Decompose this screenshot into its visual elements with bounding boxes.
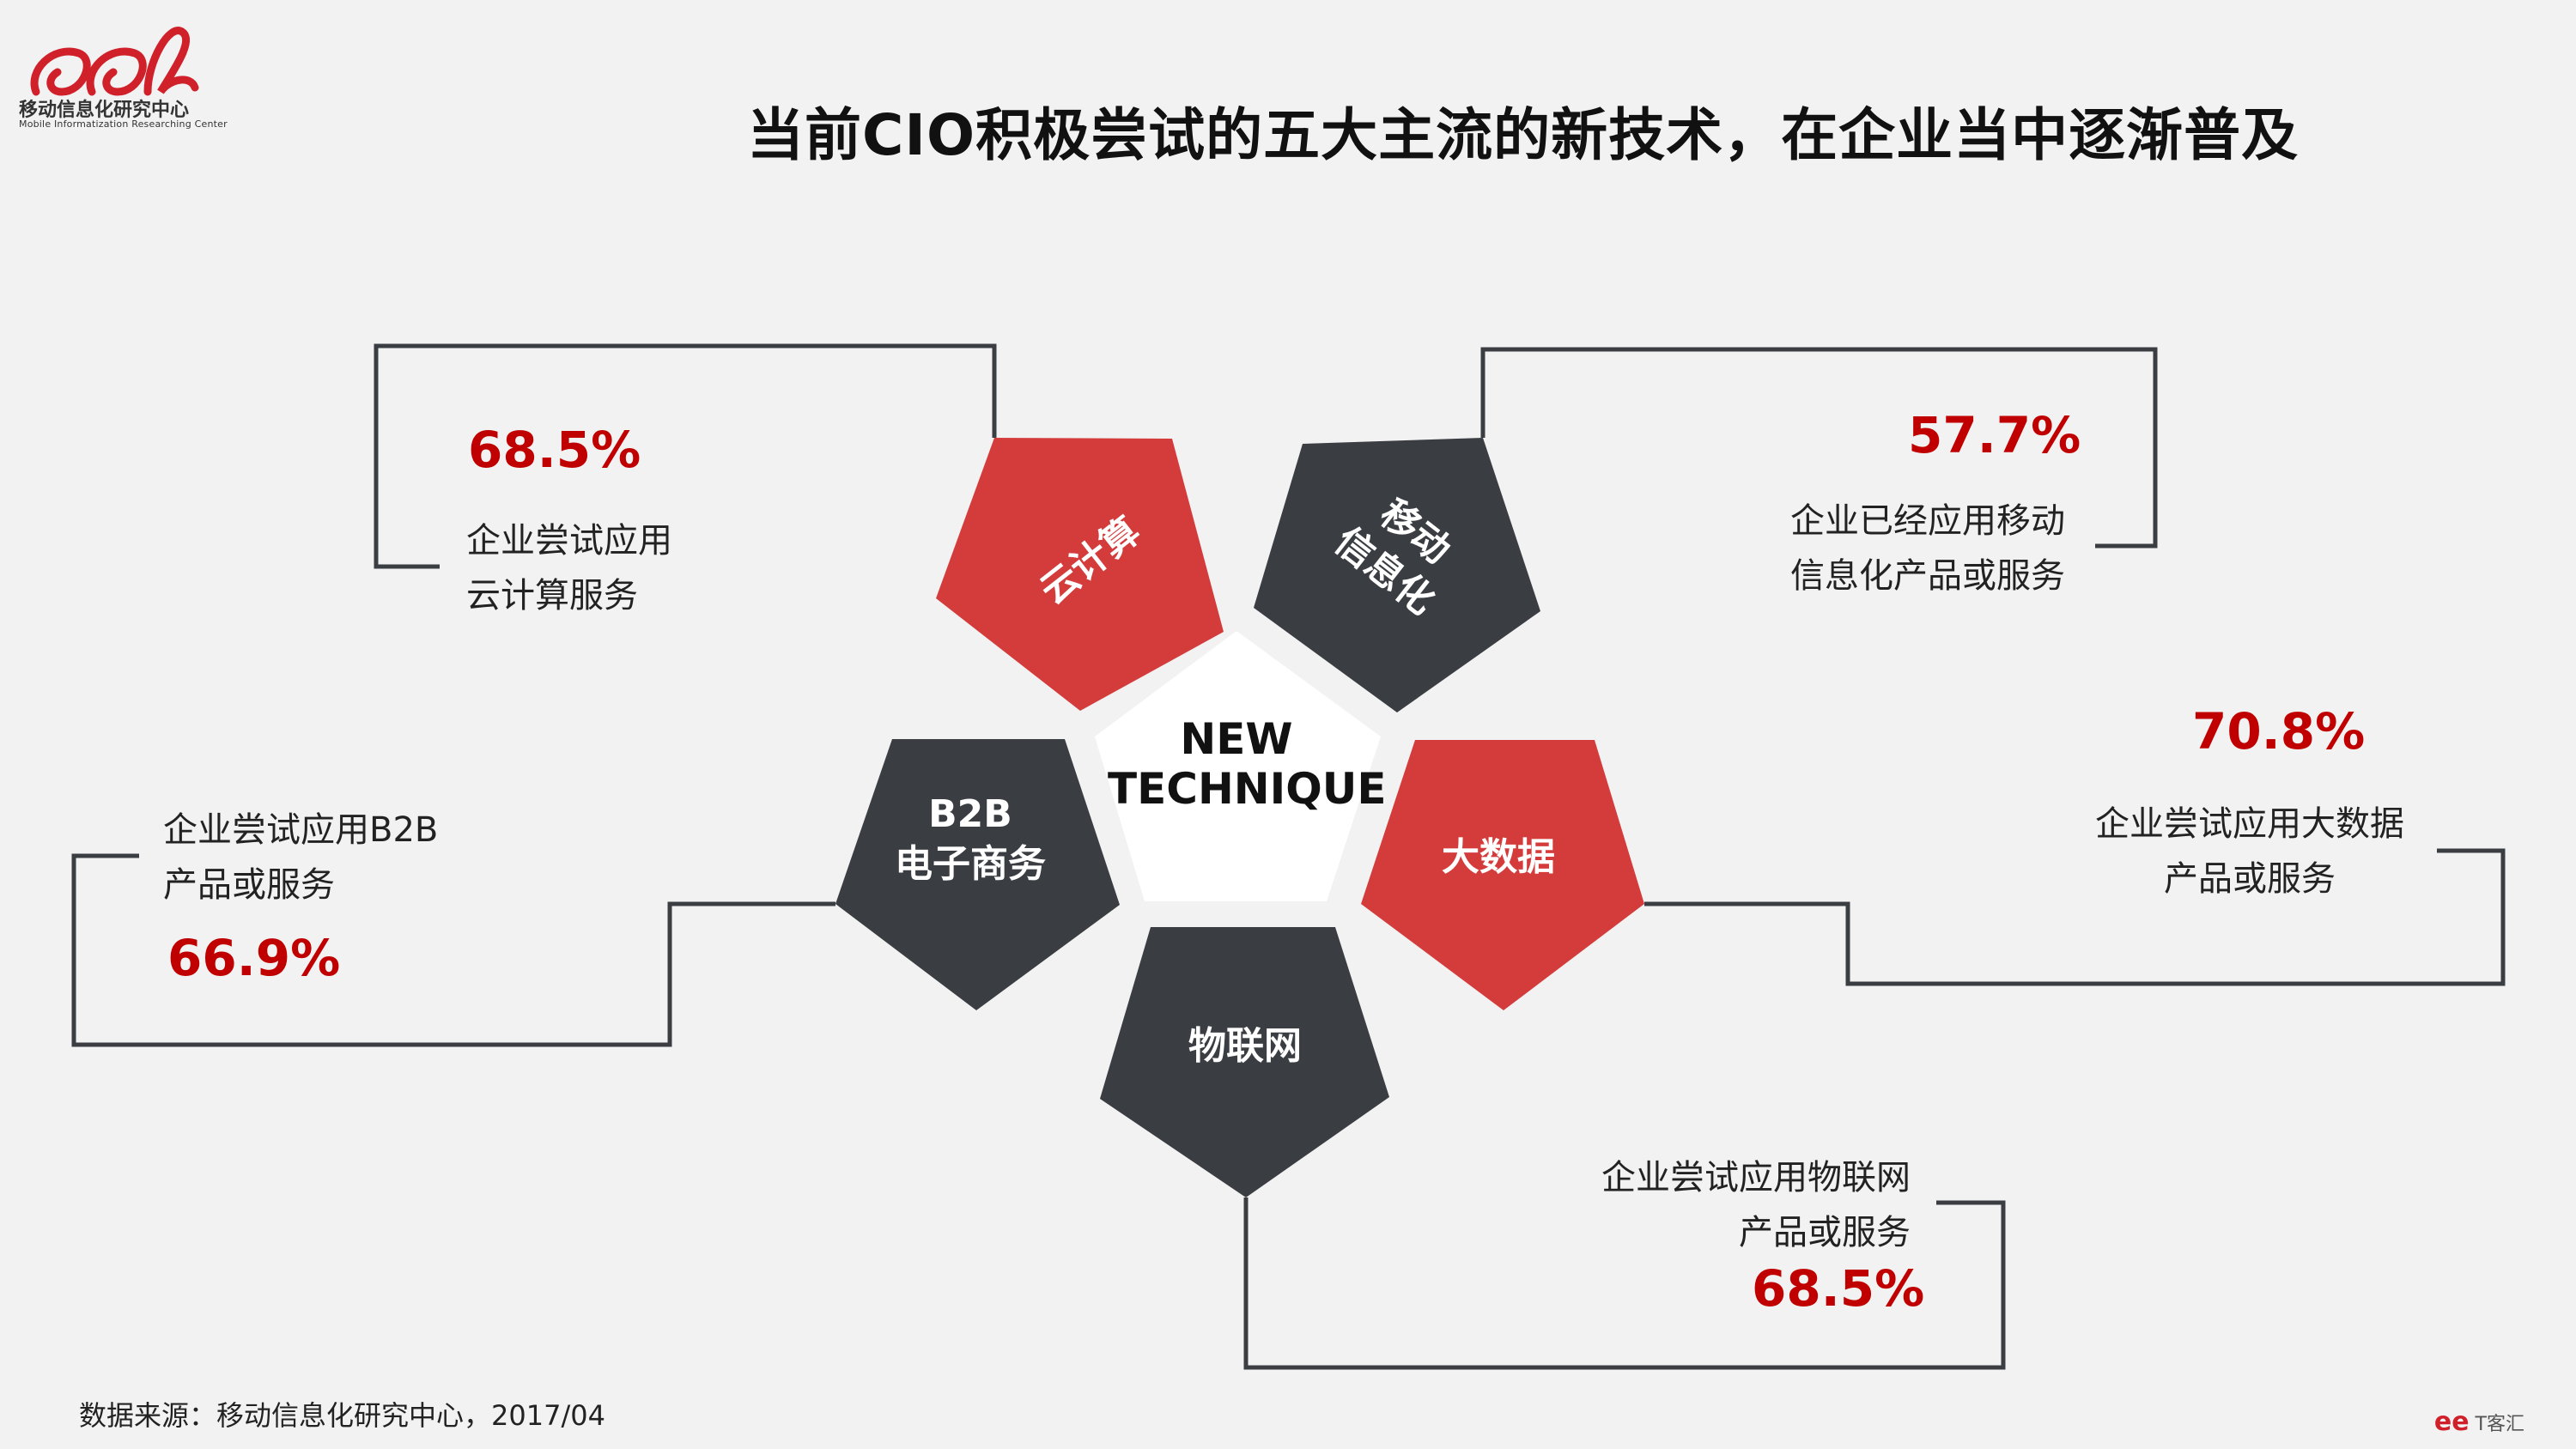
cloud-connector xyxy=(374,343,997,569)
b2b-description: 企业尝试应用B2B 产品或服务 xyxy=(163,803,438,912)
bigdata-connector xyxy=(1644,848,2506,986)
iot-desc-line1: 企业尝试应用物联网 xyxy=(1601,1158,1911,1197)
b2b-desc-line1: 企业尝试应用B2B xyxy=(163,810,439,850)
iot-percent: 68.5% xyxy=(1752,1259,1925,1318)
center-label: NEW TECHNIQUE xyxy=(1108,714,1387,814)
b2b-label-line2: 电子商务 xyxy=(895,842,1046,886)
center-label-line2: TECHNIQUE xyxy=(1108,764,1387,814)
cloud-pentagon xyxy=(936,438,1224,711)
pentagons xyxy=(835,438,1644,1197)
bigdata-description: 企业尝试应用大数据 产品或服务 xyxy=(2061,797,2439,906)
mobile-desc-line1: 企业已经应用移动 xyxy=(1790,501,2065,541)
iot-label: 物联网 xyxy=(1188,1024,1302,1068)
cloud-percent: 68.5% xyxy=(468,421,641,479)
connector-lines xyxy=(71,343,2506,1370)
mobile-percent: 57.7% xyxy=(1908,406,2081,464)
bigdata-label: 大数据 xyxy=(1442,835,1555,879)
page-title: 当前CIO积极尝试的五大主流的新技术，在企业当中逐渐普及 xyxy=(747,102,2300,168)
mobile-description: 企业已经应用移动 信息化产品或服务 xyxy=(1735,494,2065,603)
b2b-label: B2B 电子商务 xyxy=(867,790,1073,889)
iot-desc-line2: 产品或服务 xyxy=(1739,1213,1911,1252)
mobile-desc-line2: 信息化产品或服务 xyxy=(1790,556,2065,596)
bigdata-percent: 70.8% xyxy=(2192,702,2366,761)
center-pentagon xyxy=(1095,631,1381,901)
logo-mark xyxy=(30,27,199,96)
bigdata-desc-line1: 企业尝试应用大数据 xyxy=(2095,804,2404,844)
b2b-pentagon xyxy=(835,739,1120,1010)
bigdata-desc-line2: 产品或服务 xyxy=(2164,859,2336,899)
logo-english-name: Mobile Informatization Researching Cente… xyxy=(19,118,228,130)
b2b-percent: 66.9% xyxy=(167,929,341,987)
iot-connector xyxy=(1243,1197,2006,1370)
iot-description: 企业尝试应用物联网 产品或服务 xyxy=(1537,1150,1911,1260)
mobile-connector xyxy=(1480,347,2158,549)
b2b-label-line1: B2B xyxy=(928,792,1012,836)
cloud-desc-line2: 云计算服务 xyxy=(466,576,638,615)
logo-chinese-name: 移动信息化研究中心 xyxy=(19,100,190,121)
data-source: 数据来源：移动信息化研究中心，2017/04 xyxy=(79,1399,605,1432)
watermark: ee T客汇 xyxy=(2434,1407,2524,1437)
watermark-text: T客汇 xyxy=(2475,1414,2524,1435)
cloud-desc-line1: 企业尝试应用 xyxy=(466,521,672,561)
watermark-mark: ee xyxy=(2433,1407,2470,1437)
cloud-description: 企业尝试应用 云计算服务 xyxy=(466,513,672,623)
bigdata-pentagon xyxy=(1361,740,1644,1010)
b2b-connector xyxy=(71,853,835,1047)
b2b-desc-line2: 产品或服务 xyxy=(163,865,335,905)
mobile-pentagon xyxy=(1254,438,1540,712)
center-label-line1: NEW xyxy=(1180,714,1293,764)
iot-pentagon xyxy=(1100,927,1389,1197)
